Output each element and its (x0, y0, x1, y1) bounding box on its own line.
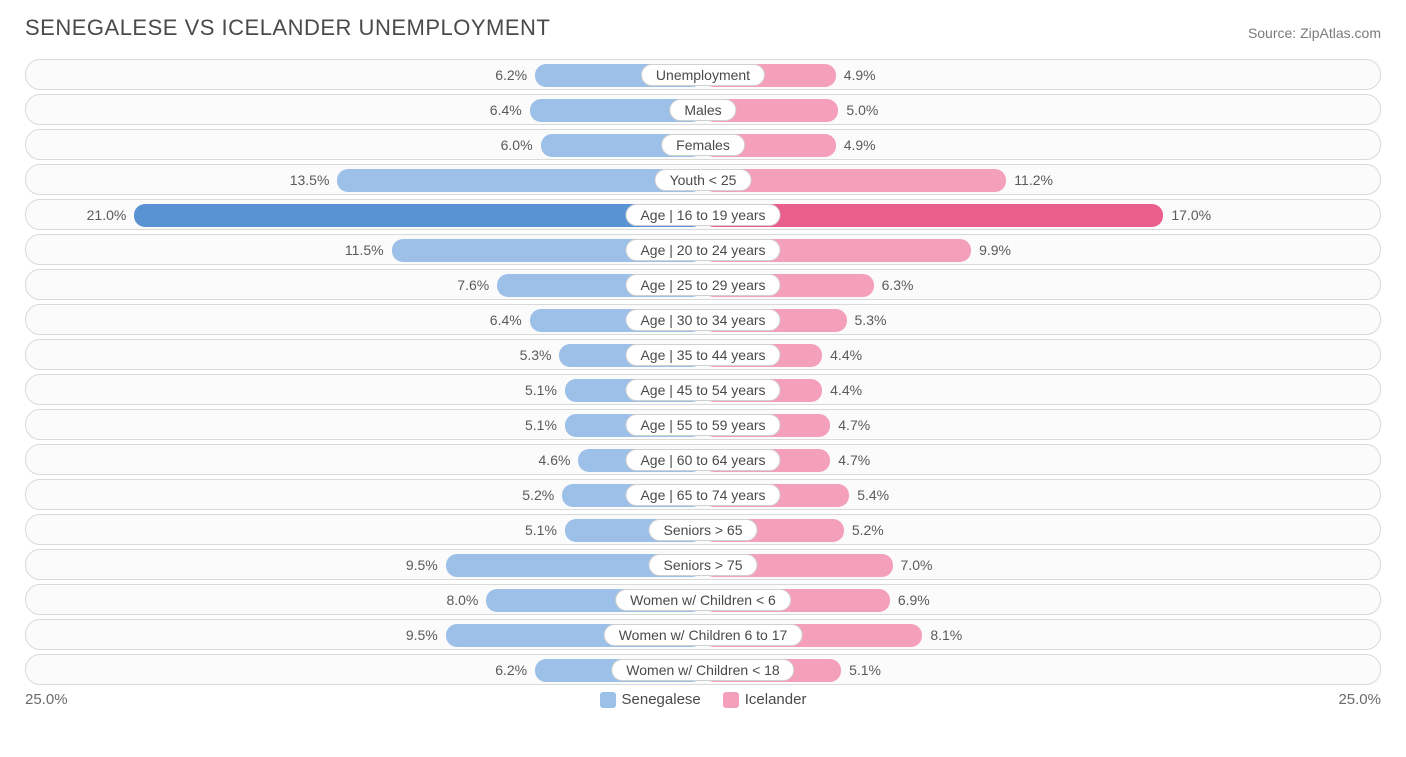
category-pill: Seniors > 65 (649, 519, 758, 541)
value-left: 21.0% (87, 207, 127, 223)
category-pill: Age | 30 to 34 years (625, 309, 780, 331)
value-right: 4.7% (838, 417, 870, 433)
bar-row: 6.4% 5.0% Males (25, 94, 1381, 125)
category-pill: Age | 45 to 54 years (625, 379, 780, 401)
category-pill: Age | 60 to 64 years (625, 449, 780, 471)
value-right: 8.1% (930, 627, 962, 643)
category-pill: Seniors > 75 (649, 554, 758, 576)
bar-row: 4.6% 4.7% Age | 60 to 64 years (25, 444, 1381, 475)
category-pill: Age | 65 to 74 years (625, 484, 780, 506)
category-pill: Unemployment (641, 64, 765, 86)
bar-row: 13.5% 11.2% Youth < 25 (25, 164, 1381, 195)
value-left: 5.3% (520, 347, 552, 363)
value-right: 4.9% (844, 137, 876, 153)
bar-row: 5.1% 5.2% Seniors > 65 (25, 514, 1381, 545)
value-right: 5.2% (852, 522, 884, 538)
value-left: 6.4% (490, 312, 522, 328)
legend-item-right: Icelander (723, 691, 807, 708)
bar-left (134, 204, 703, 227)
value-right: 11.2% (1014, 172, 1053, 188)
value-right: 5.0% (846, 102, 878, 118)
bar-row: 6.2% 4.9% Unemployment (25, 59, 1381, 90)
value-right: 4.4% (830, 347, 862, 363)
value-right: 17.0% (1171, 207, 1211, 223)
bar-row: 9.5% 7.0% Seniors > 75 (25, 549, 1381, 580)
bar-row: 6.2% 5.1% Women w/ Children < 18 (25, 654, 1381, 685)
value-left: 7.6% (457, 277, 489, 293)
value-right: 5.1% (849, 662, 881, 678)
value-left: 5.1% (525, 417, 557, 433)
category-pill: Women w/ Children < 6 (615, 589, 791, 611)
source-attribution: Source: ZipAtlas.com (1248, 25, 1381, 41)
value-right: 9.9% (979, 242, 1011, 258)
value-right: 6.3% (882, 277, 914, 293)
bar-left (337, 169, 703, 192)
value-left: 13.5% (290, 172, 330, 188)
category-pill: Youth < 25 (655, 169, 752, 191)
bar-rows: 6.2% 4.9% Unemployment 6.4% 5.0% Males 6.0% 4.9… (25, 59, 1381, 685)
value-left: 6.4% (490, 102, 522, 118)
bar-row: 5.3% 4.4% Age | 35 to 44 years (25, 339, 1381, 370)
value-left: 9.5% (406, 557, 438, 573)
value-left: 5.1% (525, 382, 557, 398)
category-pill: Women w/ Children < 18 (611, 659, 794, 681)
bar-row: 5.1% 4.7% Age | 55 to 59 years (25, 409, 1381, 440)
bar-row: 6.0% 4.9% Females (25, 129, 1381, 160)
legend-label-right: Icelander (745, 691, 807, 708)
axis-left-max: 25.0% (25, 691, 68, 708)
bar-row: 6.4% 5.3% Age | 30 to 34 years (25, 304, 1381, 335)
category-pill: Women w/ Children 6 to 17 (604, 624, 803, 646)
value-left: 4.6% (539, 452, 571, 468)
value-left: 5.2% (522, 487, 554, 503)
value-left: 6.2% (495, 662, 527, 678)
category-pill: Males (669, 99, 736, 121)
category-pill: Age | 16 to 19 years (625, 204, 780, 226)
value-left: 8.0% (446, 592, 478, 608)
bar-row: 9.5% 8.1% Women w/ Children 6 to 17 (25, 619, 1381, 650)
value-right: 4.9% (844, 67, 876, 83)
bar-row: 11.5% 9.9% Age | 20 to 24 years (25, 234, 1381, 265)
value-left: 6.2% (495, 67, 527, 83)
legend-label-left: Senegalese (622, 691, 701, 708)
value-left: 6.0% (501, 137, 533, 153)
value-right: 5.4% (857, 487, 889, 503)
legend-item-left: Senegalese (600, 691, 701, 708)
value-left: 11.5% (345, 242, 384, 258)
value-left: 9.5% (406, 627, 438, 643)
value-right: 4.7% (838, 452, 870, 468)
category-pill: Age | 35 to 44 years (625, 344, 780, 366)
value-right: 7.0% (901, 557, 933, 573)
chart-container: SENEGALESE VS ICELANDER UNEMPLOYMENT Sou… (0, 0, 1406, 718)
legend-swatch-right (723, 692, 739, 708)
value-right: 4.4% (830, 382, 862, 398)
category-pill: Females (661, 134, 745, 156)
axis-right-max: 25.0% (1338, 691, 1381, 708)
legend-swatch-left (600, 692, 616, 708)
chart-title: SENEGALESE VS ICELANDER UNEMPLOYMENT (25, 15, 550, 41)
bar-row: 5.2% 5.4% Age | 65 to 74 years (25, 479, 1381, 510)
category-pill: Age | 20 to 24 years (625, 239, 780, 261)
value-right: 5.3% (855, 312, 887, 328)
legend: Senegalese Icelander (600, 691, 807, 708)
chart-footer: 25.0% Senegalese Icelander 25.0% (25, 691, 1381, 708)
bar-row: 5.1% 4.4% Age | 45 to 54 years (25, 374, 1381, 405)
value-right: 6.9% (898, 592, 930, 608)
bar-row: 21.0% 17.0% Age | 16 to 19 years (25, 199, 1381, 230)
value-left: 5.1% (525, 522, 557, 538)
category-pill: Age | 25 to 29 years (625, 274, 780, 296)
category-pill: Age | 55 to 59 years (625, 414, 780, 436)
bar-row: 7.6% 6.3% Age | 25 to 29 years (25, 269, 1381, 300)
bar-row: 8.0% 6.9% Women w/ Children < 6 (25, 584, 1381, 615)
chart-header: SENEGALESE VS ICELANDER UNEMPLOYMENT Sou… (25, 15, 1381, 41)
